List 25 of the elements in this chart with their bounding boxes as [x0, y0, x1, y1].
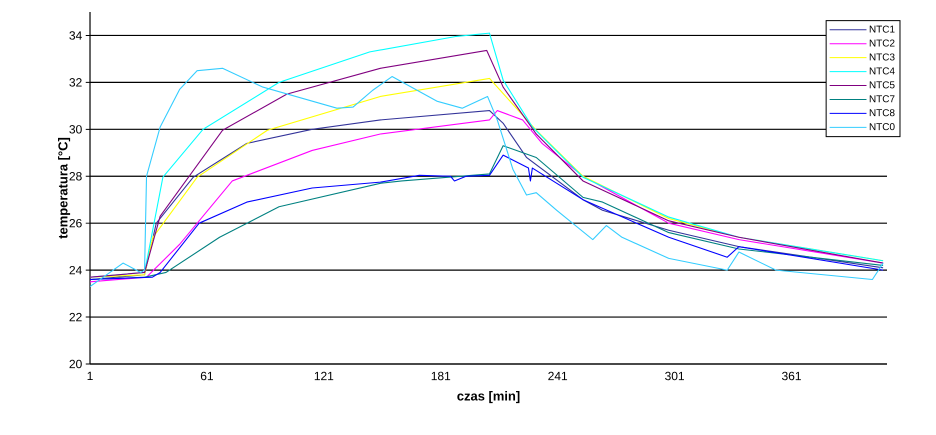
legend-label: NTC8	[870, 109, 895, 116]
y-tick-label: 22	[70, 312, 82, 322]
y-tick-label: 24	[70, 266, 82, 274]
legend-label: NTC5	[870, 81, 895, 88]
y-tick-label: 34	[69, 31, 82, 40]
legend-label: NTC2	[870, 40, 894, 47]
legend-label: NTC4	[870, 67, 895, 74]
y-tick-label: 30	[69, 125, 82, 134]
y-tick-label: 20	[70, 360, 82, 368]
x-tick-label: 241	[548, 372, 568, 380]
x-tick-label: 301	[665, 372, 684, 380]
legend-label: NTC0	[870, 123, 895, 130]
legend-label: NTC1	[870, 26, 895, 33]
y-tick-label: 32	[69, 78, 82, 87]
x-tick-label: 361	[782, 372, 801, 380]
y-tick-label: 26	[70, 218, 82, 228]
x-tick-label: 121	[314, 372, 334, 380]
legend-label: NTC3	[870, 53, 895, 60]
x-tick-label: 61	[200, 372, 213, 380]
x-axis-title: czas [min]	[457, 391, 520, 404]
x-tick-label: 1	[88, 372, 93, 380]
legend-label: NTC7	[870, 95, 894, 102]
y-tick-label: 28	[70, 172, 82, 180]
x-tick-label: 181	[432, 372, 450, 380]
y-axis-title: temperatura [°C]	[58, 138, 70, 239]
